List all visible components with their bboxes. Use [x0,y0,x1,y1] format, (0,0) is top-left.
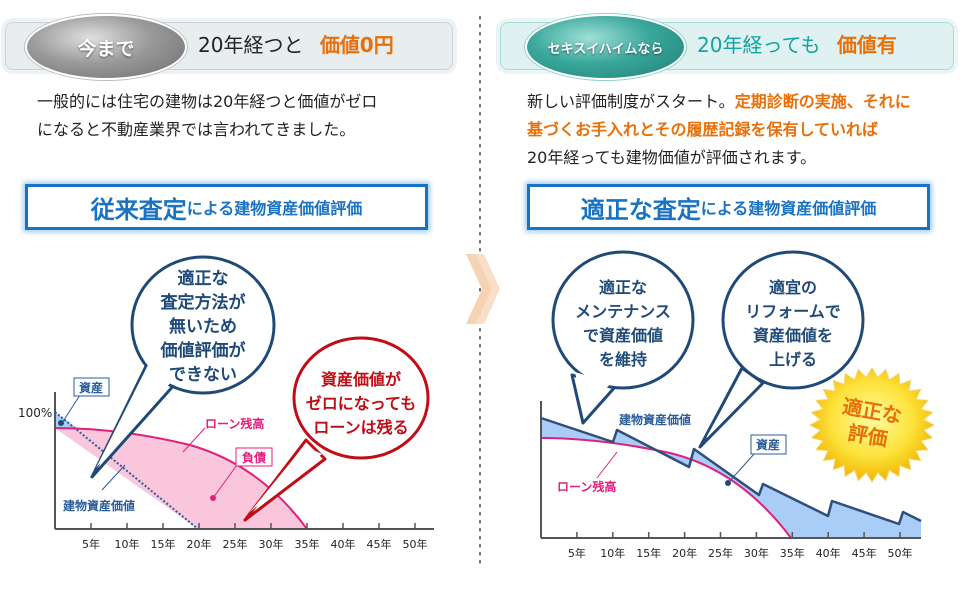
x-tick-label: 45年 [852,546,877,560]
bubble-line: リフォームで [745,302,841,321]
right-description-plain: 20年経っても建物価値が評価されます。 [527,148,817,167]
building-leader-line [101,464,126,491]
loan-balance-label: ローン残高 [557,479,616,494]
bubble-line: できない [169,365,237,385]
right-badge: セキスイハイムなら [525,14,686,80]
bubble-line: 資産価値が [321,370,401,389]
left-description-line: になると不動産業界では言われてきました。 [37,120,356,139]
x-tick-label: 40年 [331,537,356,551]
x-tick-label: 10年 [115,537,140,551]
x-tick-label: 30年 [744,546,769,560]
left-badge: 今まで [25,14,187,80]
loan-balance-line [540,437,792,539]
asset-leader-line [61,394,81,424]
starburst-badge: 適正な 評価 [808,367,936,483]
asset-dot [725,480,731,486]
left-headline: 20年経つと 価値0円 [198,30,394,60]
speech-bubble-no-valuation: 適正な 査定方法が 無いため 価値評価が できない [90,255,276,479]
x-tick-label: 45年 [367,537,392,551]
left-description: 一般的には住宅の建物は20年経つと価値がゼロ になると不動産業界では言われてきま… [37,88,377,144]
liability-label-box [235,447,273,467]
bubble-line: を維持 [599,350,647,369]
right-headline: 20年経っても 価値有 [697,30,897,60]
bubble-line: で資産価値 [583,326,663,345]
bubble-line: 価値評価が [160,340,246,361]
bubble-line: 適正な [178,268,229,289]
x-tick-label: 50年 [888,546,913,560]
y-label-100: 100% [18,406,52,420]
building-value-line [540,416,922,526]
x-tick-label: 10年 [600,546,625,560]
bubble-line: メンテナンス [575,302,671,321]
left-chart-title: 従来査定 による建物資産価値評価 [25,184,428,230]
loan-leader-line [182,427,206,453]
left-headline-prefix: 20年経つと [198,33,304,57]
asset-label: 資産 [79,380,103,395]
x-tick-label: 15年 [151,537,176,551]
chevron-right-icon [466,254,500,324]
bubble-line: 適正な [599,278,647,297]
x-tick-label: 30年 [259,537,284,551]
right-headline-prefix: 20年経っても [697,33,821,57]
asset-dot [58,420,64,426]
right-chart-title: 適正な査定 による建物資産価値評価 [527,184,930,230]
right-headline-emphasis: 価値有 [836,33,897,57]
right-description-highlight: 定期診断の実施、それに [734,92,911,111]
left-title-emphasis: 従来査定 [90,195,187,224]
right-description-plain: 新しい評価制度がスタート。 [527,92,735,111]
dotted-divider [479,16,481,564]
right-description: 新しい評価制度がスタート。定期診断の実施、それに 基づくお手入れとその履歴記録を… [527,88,911,172]
x-tick-label: 15年 [636,546,661,560]
asset-area [541,418,921,538]
liability-leader-line [212,464,238,499]
right-chart: 5年 10年 15年 20年 25年 30年 35年 40年 45年 50年 建物資産価値 資産 … [540,250,936,560]
x-tick-label: 20年 [672,546,697,560]
bubble-line: 資産価値を [753,326,833,345]
asset-leader-line [727,452,756,484]
x-tick-label: 5年 [82,537,100,551]
bubble-line: 上げる [769,350,817,369]
loan-leader-line [596,451,618,479]
x-tick-label: 50年 [403,537,428,551]
x-tick-label: 35年 [780,546,805,560]
liability-dot [210,495,216,501]
left-headline-emphasis: 価値0円 [319,33,394,57]
building-value-label: 建物資産価値 [62,498,135,513]
asset-label: 資産 [756,437,780,452]
left-title-rest: による建物資産価値評価 [186,199,363,218]
bubble-line: 査定方法が [160,292,246,313]
speech-bubble-maintenance: 適正な メンテナンス で資産価値 を維持 [551,250,695,425]
x-tick-label: 5年 [568,546,586,560]
right-title-emphasis: 適正な査定 [580,195,701,224]
speech-bubble-renovation: 適宜の リフォームで 資産価値を 上げる [698,250,865,449]
right-title-rest: による建物資産価値評価 [700,199,877,218]
right-description-highlight: 基づくお手入れとその履歴記録を保有していれば [527,120,879,139]
bubble-line: ゼロになっても [306,394,416,413]
building-value-label: 建物資産価値 [618,412,691,427]
liability-area [55,428,307,529]
asset-label-box [73,377,110,397]
loan-balance-label: ローン残高 [205,416,264,431]
x-tick-label: 25年 [223,537,248,551]
bubble-line: 適宜の [769,278,817,297]
building-value-line [54,411,199,530]
bubble-line: 無いため [169,316,237,337]
bubble-line: ローンは残る [313,418,408,437]
x-tick-label: 40年 [816,546,841,560]
x-tick-label: 35年 [295,537,320,551]
speech-bubble-loan-remains: 資産価値が ゼロになっても ローンは残る [243,336,430,522]
asset-label-box [750,434,787,455]
liability-label: 負債 [242,450,266,465]
x-tick-label: 25年 [708,546,733,560]
x-tick-label: 20年 [187,537,212,551]
left-chart: 5年 10年 15年 20年 25年 30年 35年 40年 45年 50年 100% 資産 建物… [18,255,434,551]
left-description-line: 一般的には住宅の建物は20年経つと価値がゼロ [37,92,378,111]
